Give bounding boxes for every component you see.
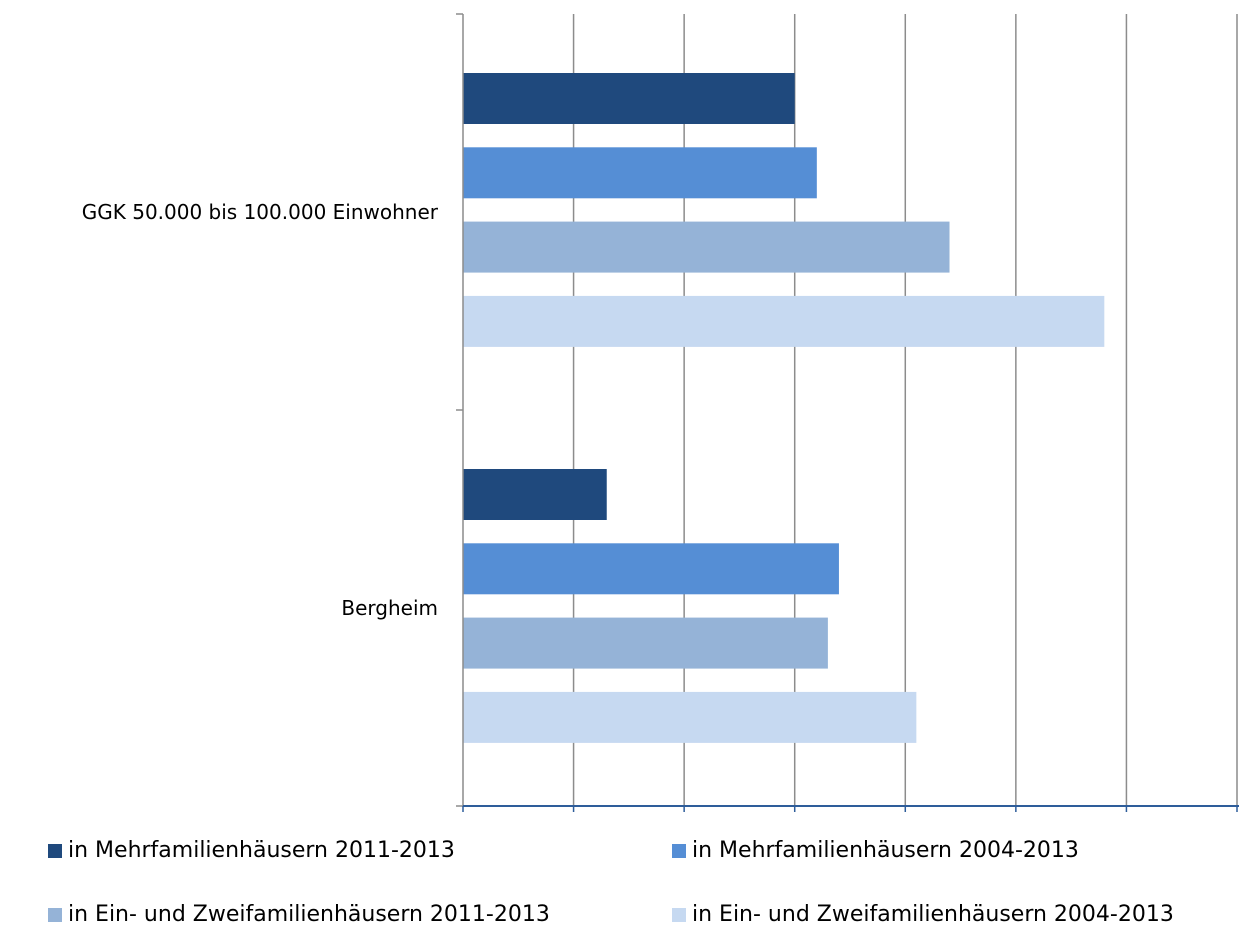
legend-swatch <box>48 843 62 858</box>
legend-swatch <box>672 843 686 858</box>
legend-label: in Mehrfamilienhäusern 2004-2013 <box>692 838 1079 863</box>
category-labels: GGK 50.000 bis 100.000 Einwohner Bergheim <box>82 200 439 620</box>
axes <box>456 13 1239 812</box>
legend: in Mehrfamilienhäusern 2011-2013 in Mehr… <box>0 820 1259 947</box>
bar <box>463 617 828 669</box>
legend-item: in Mehrfamilienhäusern 2011-2013 <box>48 838 455 863</box>
bar <box>463 691 917 743</box>
category-label: GGK 50.000 bis 100.000 Einwohner <box>82 200 439 224</box>
legend-item: in Ein- und Zweifamilienhäusern 2004-201… <box>672 902 1174 927</box>
legend-label: in Mehrfamilienhäusern 2011-2013 <box>68 838 455 863</box>
legend-swatch <box>48 907 62 922</box>
bar <box>463 73 795 124</box>
legend-swatch <box>672 907 686 922</box>
legend-item: in Mehrfamilienhäusern 2004-2013 <box>672 838 1079 863</box>
category-label: Bergheim <box>341 596 438 620</box>
bar <box>463 543 839 595</box>
bar <box>463 147 817 199</box>
legend-label: in Ein- und Zweifamilienhäusern 2011-201… <box>68 902 550 927</box>
gridlines <box>572 14 1238 806</box>
bar <box>463 469 607 520</box>
legend-item: in Ein- und Zweifamilienhäusern 2011-201… <box>48 902 550 927</box>
bar <box>463 295 1105 347</box>
bar <box>463 221 950 273</box>
legend-label: in Ein- und Zweifamilienhäusern 2004-201… <box>692 902 1174 927</box>
bar-chart: 00,10,20,30,40,50,60,7 GGK 50.000 bis 10… <box>82 13 1239 812</box>
bars <box>463 73 1105 743</box>
